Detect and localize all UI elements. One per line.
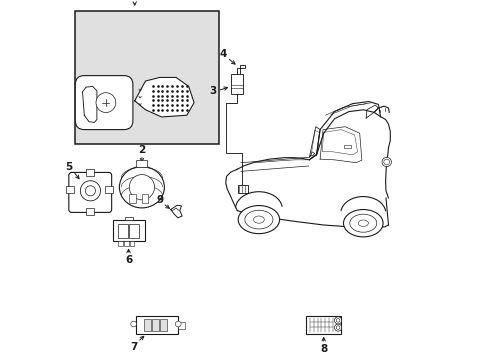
Text: 4: 4	[219, 49, 226, 59]
Bar	[306, 316, 340, 334]
Circle shape	[129, 175, 154, 200]
Circle shape	[334, 324, 341, 331]
Circle shape	[336, 326, 339, 329]
Bar	[143, 319, 151, 331]
Bar	[231, 74, 242, 94]
Text: 2: 2	[138, 145, 145, 155]
Text: 5: 5	[65, 162, 72, 172]
Ellipse shape	[358, 220, 367, 226]
Ellipse shape	[244, 210, 272, 229]
FancyBboxPatch shape	[69, 172, 111, 212]
Circle shape	[85, 186, 95, 196]
Bar	[124, 241, 128, 246]
Circle shape	[381, 157, 390, 167]
Bar	[160, 319, 167, 331]
Ellipse shape	[343, 210, 382, 237]
Text: 8: 8	[320, 344, 326, 354]
Bar	[66, 186, 74, 193]
Bar	[238, 185, 248, 193]
Text: 1: 1	[131, 0, 138, 1]
Bar	[152, 319, 159, 331]
Circle shape	[334, 317, 341, 324]
Text: 9: 9	[156, 195, 163, 205]
Bar	[130, 241, 134, 246]
Bar	[86, 208, 94, 215]
Bar	[129, 194, 136, 203]
Ellipse shape	[238, 206, 279, 234]
Bar	[86, 169, 94, 176]
FancyBboxPatch shape	[75, 76, 133, 130]
Circle shape	[80, 181, 101, 201]
Text: 7: 7	[130, 342, 138, 352]
Ellipse shape	[349, 214, 376, 232]
Ellipse shape	[253, 216, 264, 223]
Bar	[75, 11, 219, 144]
Polygon shape	[134, 77, 194, 117]
Bar	[343, 145, 351, 148]
Bar	[178, 322, 184, 329]
Circle shape	[175, 321, 181, 327]
Bar	[136, 160, 147, 167]
Bar	[118, 224, 127, 238]
Bar	[129, 224, 139, 238]
Bar	[113, 220, 145, 241]
Ellipse shape	[96, 93, 116, 112]
Bar	[142, 194, 148, 203]
Circle shape	[130, 321, 136, 327]
Circle shape	[336, 319, 339, 322]
Bar	[104, 186, 113, 193]
Circle shape	[383, 159, 389, 165]
Text: 6: 6	[125, 255, 132, 265]
Bar	[125, 217, 133, 220]
Bar	[118, 241, 122, 246]
Text: 3: 3	[208, 86, 216, 96]
Ellipse shape	[119, 166, 164, 208]
Bar	[136, 316, 178, 334]
